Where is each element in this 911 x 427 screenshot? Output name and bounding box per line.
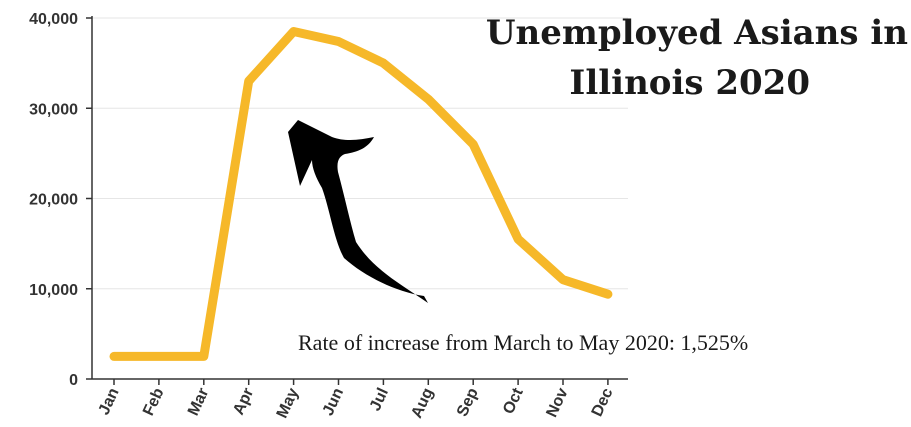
- data-point-oct: [515, 236, 521, 242]
- x-tick-label-sep: Sep: [454, 385, 482, 419]
- data-point-nov: [560, 277, 566, 283]
- x-tick-label-jan: Jan: [96, 386, 123, 418]
- data-point-dec: [605, 291, 611, 297]
- x-tick-label-oct: Oct: [500, 385, 527, 417]
- data-point-feb: [156, 353, 162, 359]
- y-tick-label-4: 40,000: [29, 11, 78, 28]
- x-axis: Jan Feb Mar Apr May Jun Jul Aug Sep Oct Nov Dec: [92, 378, 628, 421]
- y-tick-label-3: 30,000: [29, 101, 78, 118]
- x-tick-label-jun: Jun: [320, 386, 347, 419]
- x-tick-label-jul: Jul: [367, 386, 392, 414]
- x-tick-label-dec: Dec: [589, 385, 617, 419]
- data-point-jan: [111, 353, 117, 359]
- x-tick-label-aug: Aug: [408, 386, 437, 421]
- data-point-jun: [336, 38, 342, 44]
- series-line: [109, 27, 613, 361]
- data-point-jul: [380, 60, 386, 66]
- data-point-aug: [425, 96, 431, 102]
- annotation-text: Rate of increase from March to May 2020:…: [298, 330, 748, 355]
- series-layer: [109, 27, 613, 361]
- x-tick-label-feb: Feb: [140, 385, 168, 418]
- y-tick-label-1: 10,000: [29, 282, 78, 299]
- y-tick-label-2: 20,000: [29, 192, 78, 209]
- annotation-arrow: [288, 120, 428, 303]
- x-tick-label-apr: Apr: [230, 386, 257, 418]
- x-tick-label-nov: Nov: [543, 385, 571, 420]
- chart-title-line-1: Unemployed Asians in: [486, 13, 908, 53]
- y-axis: 0 10,000 20,000 30,000 40,000: [29, 11, 93, 389]
- x-tick-label-mar: Mar: [185, 386, 212, 419]
- x-tick-label-may: May: [274, 385, 303, 420]
- chart-title: Unemployed Asians in Illinois 2020: [486, 13, 908, 103]
- chart-title-line-2: Illinois 2020: [569, 63, 810, 103]
- data-point-sep: [470, 141, 476, 147]
- y-tick-label-0: 0: [69, 372, 78, 389]
- data-point-apr: [246, 78, 252, 84]
- grid-lines: [92, 17, 628, 290]
- data-point-may: [291, 29, 297, 35]
- data-point-mar: [201, 353, 207, 359]
